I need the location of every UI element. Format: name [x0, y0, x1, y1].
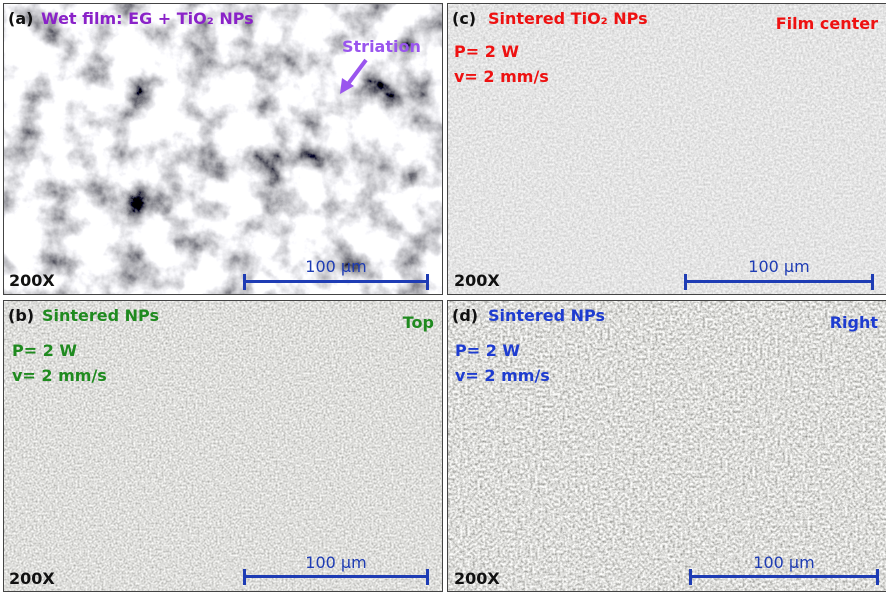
parameter: v= 2 mm/s [455, 366, 550, 385]
parameter: P= 2 W [12, 341, 77, 360]
panel-label: (b) [8, 306, 34, 325]
corner-label: Top [403, 313, 434, 332]
scale-bar [243, 569, 429, 585]
panel-title: Sintered TiO₂ NPs [488, 9, 648, 28]
panel: (c) Sintered TiO₂ NPs Film center P= 2 W… [447, 3, 886, 295]
parameter: P= 2 W [455, 341, 520, 360]
scale-bar [243, 274, 429, 290]
panel-label: (c) [452, 9, 476, 28]
annotation: Striation [342, 37, 421, 56]
scale-bar [689, 569, 879, 585]
magnification: 200X [454, 271, 500, 290]
magnification: 200X [454, 569, 500, 588]
arrow [334, 56, 374, 98]
panel: (a) Wet film: EG + TiO₂ NPs Striation 20… [3, 3, 443, 295]
panel: (b) Sintered NPs Top P= 2 W v= 2 mm/s 20… [3, 300, 443, 592]
panel: (d) Sintered NPs Right P= 2 W v= 2 mm/s … [447, 300, 886, 592]
scale-bar [684, 274, 874, 290]
panel-title: Sintered NPs [42, 306, 159, 325]
figure: (a) Wet film: EG + TiO₂ NPs Striation 20… [0, 0, 886, 593]
magnification: 200X [9, 569, 55, 588]
magnification: 200X [9, 271, 55, 290]
panel-label: (a) [8, 9, 33, 28]
panel-title: Wet film: EG + TiO₂ NPs [41, 9, 254, 28]
panel-title: Sintered NPs [488, 306, 605, 325]
parameter: v= 2 mm/s [454, 67, 549, 86]
panel-label: (d) [452, 306, 478, 325]
corner-label: Right [830, 313, 878, 332]
parameter: v= 2 mm/s [12, 366, 107, 385]
corner-label: Film center [776, 14, 878, 33]
parameter: P= 2 W [454, 42, 519, 61]
